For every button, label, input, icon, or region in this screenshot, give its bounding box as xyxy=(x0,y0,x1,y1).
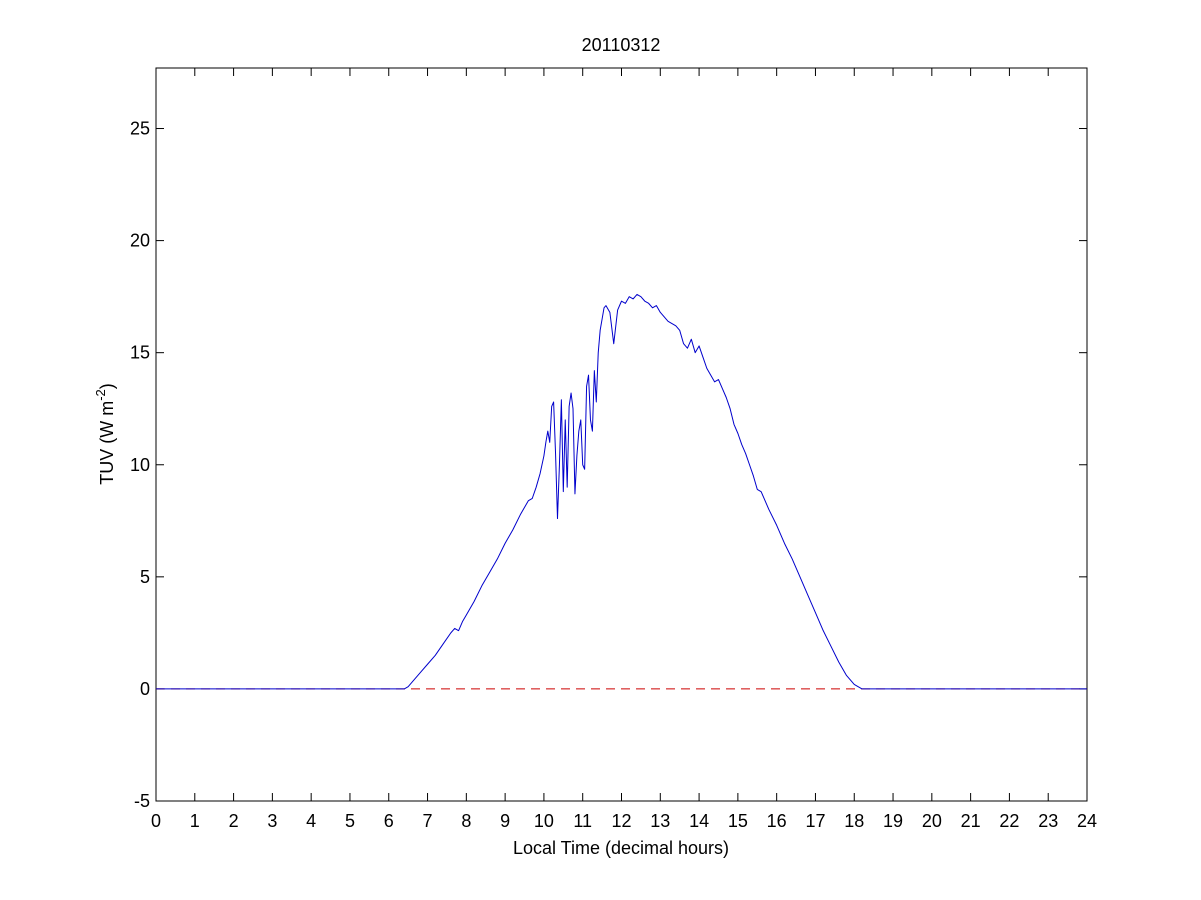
x-tick-label: 8 xyxy=(461,811,471,831)
x-tick-label: 11 xyxy=(573,811,592,831)
y-tick-label: 5 xyxy=(140,567,150,587)
chart-title: 20110312 xyxy=(582,35,661,55)
series-layer xyxy=(156,293,1087,690)
x-tick-label: 22 xyxy=(999,811,1019,831)
x-tick-label: 21 xyxy=(961,811,981,831)
x-tick-label: 9 xyxy=(500,811,510,831)
y-tick-label: 20 xyxy=(130,231,150,251)
y-tick-label: -5 xyxy=(134,791,150,811)
y-axis-label: TUV (W m-2) xyxy=(93,383,117,485)
x-tick-label: 4 xyxy=(306,811,316,831)
y-axis-label-sup: -2 xyxy=(93,389,108,401)
x-tick-label: 0 xyxy=(151,811,161,831)
x-tick-label: 23 xyxy=(1038,811,1058,831)
x-tick-label: 3 xyxy=(267,811,277,831)
y-axis-label-main: TUV (W m xyxy=(97,401,117,485)
y-tick-label: 15 xyxy=(130,343,150,363)
x-tick-label: 12 xyxy=(611,811,631,831)
x-tick-label: 2 xyxy=(229,811,239,831)
x-tick-label: 15 xyxy=(728,811,748,831)
x-tick-label: 6 xyxy=(384,811,394,831)
x-tick-label: 7 xyxy=(423,811,433,831)
x-axis-label: Local Time (decimal hours) xyxy=(513,838,729,858)
y-tick-label: 0 xyxy=(140,679,150,699)
x-tick-label: 5 xyxy=(345,811,355,831)
y-axis-ticks: -5 0 5 10 15 20 25 xyxy=(130,119,1087,811)
x-tick-label: 14 xyxy=(689,811,709,831)
x-tick-label: 17 xyxy=(805,811,825,831)
x-tick-label: 13 xyxy=(650,811,670,831)
y-tick-label: 25 xyxy=(130,119,150,139)
x-tick-label: 18 xyxy=(844,811,864,831)
x-tick-label: 1 xyxy=(190,811,200,831)
y-tick-label: 10 xyxy=(130,455,150,475)
x-tick-label: 20 xyxy=(922,811,942,831)
series-line-tuv xyxy=(156,293,1087,690)
x-tick-label: 10 xyxy=(534,811,554,831)
x-tick-label: 16 xyxy=(767,811,787,831)
x-tick-label: 19 xyxy=(883,811,903,831)
x-axis-ticks: 0 1 2 3 4 5 6 7 8 9 10 11 12 13 14 15 16 17 18 19 20 21 22 23 24 xyxy=(151,68,1097,831)
x-tick-label: 24 xyxy=(1077,811,1097,831)
y-axis-label-end: ) xyxy=(97,383,117,389)
plot-area: 0 1 2 3 4 5 6 7 8 9 10 11 12 13 14 15 16 17 18 19 20 21 22 23 24… xyxy=(130,67,1097,831)
